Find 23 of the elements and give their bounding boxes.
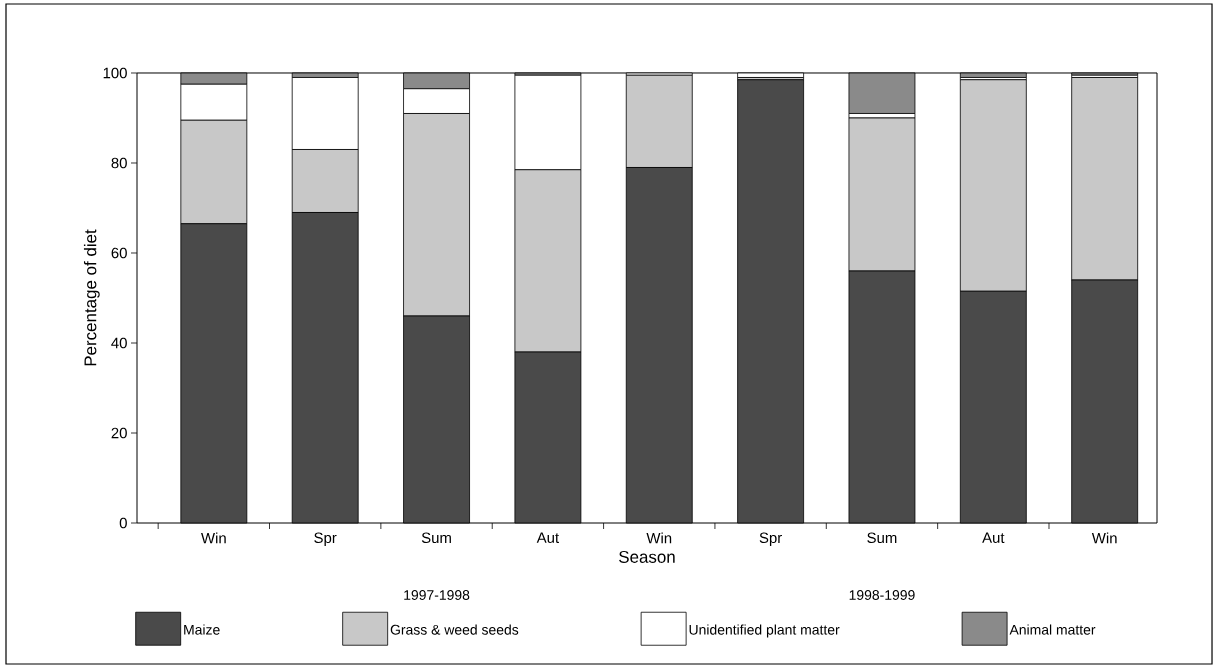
legend-label: Maize [184, 624, 220, 635]
x-tick-label: Aut [536, 532, 560, 543]
x-axis-title: Season [619, 550, 675, 563]
legend-label: Animal matter [1009, 624, 1096, 635]
legend-label: Unidentified plant matter [689, 624, 840, 638]
y-tick-label: 40 [111, 337, 127, 349]
x-tick-label: Win [201, 532, 226, 544]
x-tick-label: Spr [759, 532, 782, 547]
x-tick-label: Win [1091, 532, 1117, 544]
text: 1998-1999 [849, 590, 915, 600]
x-tick-label: Sum [421, 532, 451, 544]
y-tick-label: 0 [119, 517, 127, 529]
y-tick-label: 60 [111, 247, 127, 259]
x-tick-label: Aut [982, 532, 1005, 543]
y-tick-label: 100 [103, 67, 127, 79]
x-tick-label: Sum [867, 532, 897, 544]
x-tick-label: Win [646, 532, 672, 544]
y-tick-label: 80 [111, 157, 127, 169]
y-axis-title: Percentage of diet [83, 229, 100, 366]
text: 1997-1998 [404, 590, 470, 600]
x-tick-label: Spr [314, 532, 337, 547]
y-tick-label: 20 [111, 427, 127, 439]
legend-label: Grass & weed seeds [390, 624, 519, 635]
